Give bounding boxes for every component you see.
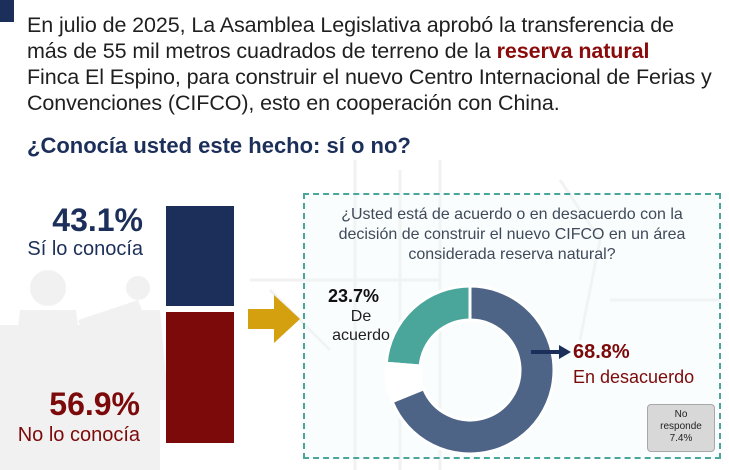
donut-chart xyxy=(384,284,556,456)
stacked-bar xyxy=(166,206,234,443)
disagree-pointer-icon xyxy=(531,345,571,359)
bar-segment-yes xyxy=(166,206,234,306)
intro-text-part2: Finca El Espino, para construir el nuevo… xyxy=(27,65,712,115)
no-response-box: No responde 7.4% xyxy=(647,404,715,452)
disagree-percent-label: 68.8% xyxy=(573,341,630,363)
no-percent-label: 56.9% xyxy=(49,386,140,422)
no-category-label: No lo conocía xyxy=(17,424,140,446)
intro-highlight: reserva natural xyxy=(496,39,650,63)
yes-percent-label: 43.1% xyxy=(52,202,143,238)
no-response-label: No responde xyxy=(660,409,702,432)
disagree-category-label: En desacuerdo xyxy=(573,367,695,387)
yes-category-label: Sí lo conocía xyxy=(27,238,143,260)
follow-up-question: ¿Usted está de acuerdo o en desacuerdo c… xyxy=(338,206,686,263)
agree-percent-label: 23.7% xyxy=(328,286,380,306)
bar-segment-no xyxy=(166,311,234,443)
donut-slice-disagree xyxy=(390,284,556,456)
intro-text-part1: En julio de 2025, La Asamblea Legislativ… xyxy=(27,13,674,63)
background-illustration xyxy=(0,160,720,470)
donut-slice-nr xyxy=(384,361,426,404)
agree-category-label: De acuerdo xyxy=(332,308,390,344)
intro-paragraph: En julio de 2025, La Asamblea Legislativ… xyxy=(27,12,717,116)
no-response-percent: 7.4% xyxy=(669,433,693,444)
corner-accent xyxy=(0,0,14,22)
survey-question: ¿Conocía usted este hecho: sí o no? xyxy=(27,133,411,158)
right-arrow-icon xyxy=(248,295,300,343)
